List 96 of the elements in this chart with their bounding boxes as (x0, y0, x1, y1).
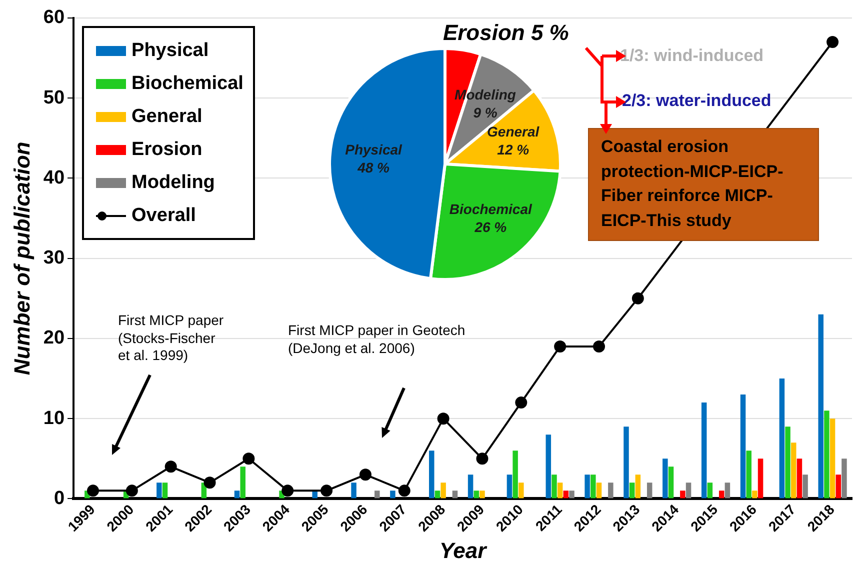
point (554, 340, 566, 352)
slice-label: General (487, 124, 540, 140)
point (826, 36, 839, 48)
data-label: 12 % (497, 142, 530, 158)
bar (724, 482, 730, 498)
data-label: 26 % (474, 219, 508, 236)
point (476, 452, 488, 465)
bar (390, 490, 396, 498)
bar (584, 474, 590, 498)
x-axis-title: Year (439, 538, 488, 563)
bar (569, 490, 574, 498)
point (204, 476, 216, 489)
annotation: Coastal erosion protection-MICP-EICP-Fiber reinforce MICP-EICP-This study (588, 128, 819, 241)
bar (824, 410, 830, 498)
bar (842, 458, 847, 498)
legend-label: Physical (132, 40, 209, 62)
bar (563, 490, 569, 498)
slice-label: Biochemical (449, 201, 533, 218)
bar (557, 482, 563, 498)
bar (746, 450, 752, 498)
bar (836, 474, 842, 498)
bar (790, 442, 796, 498)
bar (240, 466, 246, 498)
data-label: 48 % (356, 159, 390, 176)
y-tick-label: 50 (43, 87, 65, 108)
y-tick-label: 60 (43, 7, 65, 28)
point (126, 484, 138, 497)
bar (629, 482, 635, 498)
point (164, 460, 177, 473)
point (86, 484, 99, 497)
bar (686, 482, 692, 498)
legend-label: Modeling (132, 172, 215, 194)
bar (474, 490, 480, 498)
annotation: 1/3: wind-induced (620, 45, 764, 66)
bar (740, 394, 746, 498)
bar (608, 482, 614, 498)
annotation: First MICP paper in Geotech (DeJong et al. 2006) (288, 322, 466, 357)
y-tick-label: 20 (43, 328, 65, 349)
bar (440, 482, 446, 498)
bar (707, 482, 713, 498)
bar (718, 490, 724, 498)
bar (802, 474, 808, 498)
bar (480, 490, 485, 498)
bar (662, 458, 668, 498)
point (515, 396, 528, 409)
y-tick-label: 30 (43, 248, 65, 269)
annotation: 2/3: water-induced (622, 90, 772, 112)
bar (624, 426, 629, 498)
point (593, 340, 605, 352)
bar (680, 490, 686, 498)
bar (434, 490, 440, 498)
bar (635, 474, 641, 498)
bar (234, 490, 240, 498)
bar (596, 482, 602, 498)
y-tick-label: 10 (43, 408, 65, 429)
bar (351, 482, 356, 498)
bar (646, 482, 652, 498)
point (320, 484, 333, 497)
bar (830, 418, 836, 498)
bar (374, 490, 380, 498)
bar (701, 402, 707, 498)
bar (590, 474, 596, 498)
bar (818, 314, 824, 498)
point (242, 452, 255, 465)
y-tick-label: 0 (54, 488, 65, 509)
point (282, 484, 294, 497)
legend-label: General (132, 106, 202, 128)
bar (546, 434, 552, 498)
bar (552, 474, 557, 498)
legend-label: Overall (132, 204, 196, 226)
bar (785, 426, 790, 498)
point (632, 292, 644, 304)
point (398, 484, 410, 497)
bar (512, 450, 518, 498)
point (359, 468, 372, 481)
bar (518, 482, 524, 498)
legend-label: Erosion (132, 138, 202, 160)
bar (779, 378, 785, 498)
bar (796, 458, 802, 498)
bar (752, 490, 758, 498)
bar (429, 450, 434, 498)
bar (506, 474, 512, 498)
bar (452, 490, 458, 498)
point (437, 412, 450, 425)
bar (668, 466, 674, 498)
legend-label: Biochemical (132, 72, 244, 94)
slice-label: Erosion 5 % (442, 20, 569, 46)
bar (162, 482, 168, 498)
bar (156, 482, 162, 498)
slice-label: Physical (345, 141, 404, 158)
y-tick-label: 40 (43, 167, 65, 188)
bar (468, 474, 474, 498)
y-axis-title: Number of publication (9, 142, 34, 376)
data-label: 9 % (473, 104, 498, 121)
bar (758, 458, 764, 498)
annotation: First MICP paper (Stocks-Fischer et al. 1999) (118, 312, 224, 364)
